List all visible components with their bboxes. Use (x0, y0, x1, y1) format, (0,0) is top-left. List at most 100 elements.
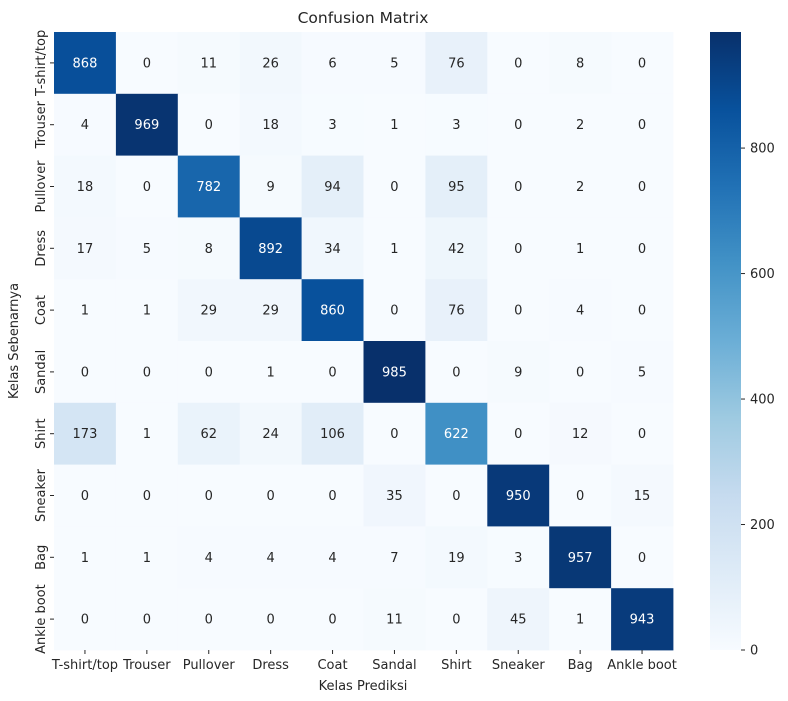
cell-value-label: 34 (324, 242, 341, 257)
cell-value-label: 26 (262, 56, 279, 71)
cell-value-label: 0 (638, 118, 646, 133)
cell-value-label: 8 (205, 242, 213, 257)
cell-value-label: 0 (81, 613, 89, 628)
heatmap-cell (54, 402, 117, 465)
cell-value-label: 95 (448, 180, 465, 195)
cell-value-label: 0 (638, 180, 646, 195)
heatmap-cell (54, 341, 117, 404)
heatmap-cell (239, 588, 302, 651)
cell-value-label: 4 (267, 551, 275, 566)
heatmap-cell (425, 341, 488, 404)
x-tick-label: Pullover (183, 658, 236, 673)
cell-value-label: 868 (73, 56, 98, 71)
cell-value-label: 1 (143, 304, 151, 319)
heatmap-cell (54, 155, 117, 218)
heatmap-cell (611, 217, 674, 280)
cell-value-label: 622 (444, 427, 469, 442)
cell-value-label: 0 (514, 180, 522, 195)
cell-value-label: 2 (576, 118, 584, 133)
heatmap-cell (239, 402, 302, 465)
cell-value-label: 0 (452, 489, 460, 504)
cell-value-label: 4 (576, 304, 584, 319)
heatmap-cell (487, 93, 550, 156)
x-tick-label: Dress (252, 658, 289, 673)
cell-value-label: 76 (448, 56, 465, 71)
cell-value-label: 4 (328, 551, 336, 566)
cell-value-label: 5 (143, 242, 151, 257)
colorbar-gradient (710, 32, 741, 650)
cell-value-label: 12 (572, 427, 589, 442)
heatmap-cell (54, 588, 117, 651)
y-tick-label: T-shirt/top (34, 30, 49, 97)
heatmap-cell (177, 155, 241, 218)
y-tick-label: Coat (34, 295, 49, 325)
heatmap-cell (54, 217, 117, 280)
cell-value-label: 18 (262, 118, 279, 133)
heatmap-cell (363, 279, 426, 342)
cell-value-label: 62 (200, 427, 217, 442)
heatmap-cell (239, 93, 302, 156)
cell-value-label: 892 (258, 242, 283, 257)
heatmap-cell (363, 526, 426, 589)
heatmap-cell (115, 402, 179, 465)
heatmap-cell (611, 279, 674, 342)
cell-value-label: 2 (576, 180, 584, 195)
cell-value-label: 969 (134, 118, 159, 133)
cell-value-label: 0 (143, 180, 151, 195)
heatmap-cell (487, 341, 550, 404)
heatmap-cell (301, 526, 364, 589)
cell-value-label: 943 (630, 613, 655, 628)
heatmap-cell (239, 341, 302, 404)
heatmap-cell (487, 32, 550, 95)
heatmap-cell (177, 93, 241, 156)
heatmap-cell (363, 588, 426, 651)
heatmap-cell (177, 341, 241, 404)
heatmap-cell (301, 341, 364, 404)
cell-value-label: 5 (638, 365, 646, 380)
cell-value-label: 0 (638, 551, 646, 566)
cell-value-label: 19 (448, 551, 465, 566)
heatmap-cell (487, 217, 550, 280)
cell-value-label: 29 (200, 304, 217, 319)
heatmap-cell (611, 341, 674, 404)
x-tick-label: Shirt (441, 658, 472, 673)
cell-value-label: 9 (514, 365, 522, 380)
heatmap-cell (54, 93, 117, 156)
heatmap-cell (549, 217, 612, 280)
heatmap-cell (115, 32, 179, 95)
cell-value-label: 0 (390, 304, 398, 319)
cell-value-label: 860 (320, 304, 345, 319)
cell-value-label: 0 (143, 489, 151, 504)
heatmap-cell (301, 402, 364, 465)
heatmap-cell (115, 341, 179, 404)
cell-value-label: 1 (81, 551, 89, 566)
heatmap-cell (611, 93, 674, 156)
heatmap-cell (425, 93, 488, 156)
x-axis-label: Kelas Prediksi (319, 679, 408, 694)
x-tick-label: Bag (568, 658, 593, 673)
heatmap-cell (611, 588, 674, 651)
cell-value-label: 0 (143, 365, 151, 380)
cell-value-label: 8 (576, 56, 584, 71)
heatmap-cell (239, 464, 302, 527)
y-tick-label: Shirt (34, 418, 49, 449)
cell-value-label: 0 (638, 56, 646, 71)
heatmap-cell (425, 279, 488, 342)
colorbar: 0 200 400 600 800 (710, 32, 775, 659)
cell-value-label: 6 (328, 56, 336, 71)
heatmap-cell (115, 93, 179, 156)
heatmap-cell (611, 155, 674, 218)
heatmap-cell (177, 526, 241, 589)
x-tick-label: Sneaker (492, 658, 546, 673)
heatmap-cell (301, 155, 364, 218)
x-tick-label: Ankle boot (607, 658, 677, 673)
heatmap-cell (549, 32, 612, 95)
cell-value-label: 1 (81, 304, 89, 319)
heatmap-cell (115, 217, 179, 280)
cell-value-label: 24 (262, 427, 279, 442)
cell-value-label: 782 (196, 180, 221, 195)
heatmap-cell (363, 155, 426, 218)
heatmap-cell (611, 526, 674, 589)
heatmap-cell (487, 526, 550, 589)
cell-value-label: 1 (143, 427, 151, 442)
